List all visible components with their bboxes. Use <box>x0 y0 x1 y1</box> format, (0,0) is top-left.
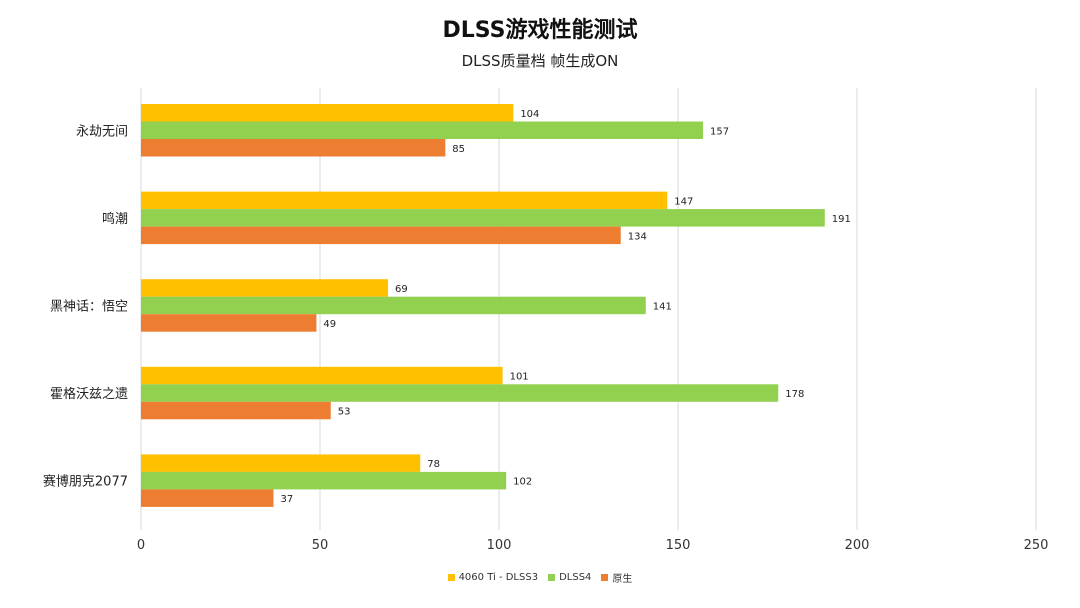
bar <box>141 489 274 507</box>
data-label: 134 <box>628 231 647 242</box>
legend-item-native: 原生 <box>601 570 632 585</box>
legend-label-native: 原生 <box>612 574 633 585</box>
x-tick-label: 50 <box>312 538 329 553</box>
legend-item-dlss3: 4060 Ti - DLSS3 <box>447 570 539 585</box>
x-tick-label: 0 <box>137 538 145 553</box>
data-label: 85 <box>452 144 465 155</box>
data-label: 104 <box>520 109 539 120</box>
data-label: 49 <box>323 319 336 330</box>
legend-label-dlss4: DLSS4 <box>559 572 592 583</box>
bar <box>141 226 621 245</box>
category-label: 永劫无间 <box>76 124 128 139</box>
bar <box>141 209 825 227</box>
bar <box>141 471 507 490</box>
legend-item-dlss4: DLSS4 <box>548 570 591 585</box>
legend-swatch-dlss4 <box>548 574 556 581</box>
bar <box>141 384 779 402</box>
data-label: 69 <box>395 284 408 295</box>
bar <box>141 139 446 157</box>
bar <box>141 191 668 210</box>
bar-chart: 0 50 100 150 200 250 永劫无间 104 157 85 鸣潮 147 191 134 黑神… <box>43 88 1049 553</box>
data-label: 191 <box>832 214 851 225</box>
legend-swatch-dlss3 <box>447 574 455 581</box>
data-label: 78 <box>427 459 440 470</box>
data-label: 141 <box>653 301 672 312</box>
bar <box>141 121 704 139</box>
data-label: 37 <box>280 494 293 505</box>
x-tick-label: 100 <box>487 538 512 553</box>
category-label: 黑神话：悟空 <box>50 299 128 314</box>
bar <box>141 279 389 297</box>
bar <box>141 314 317 332</box>
x-tick-label: 200 <box>845 538 870 553</box>
bar <box>141 104 514 122</box>
data-label: 101 <box>510 372 529 383</box>
data-label: 157 <box>710 126 729 137</box>
x-tick-label: 150 <box>666 538 691 553</box>
data-label: 147 <box>674 196 693 207</box>
legend-swatch-native <box>601 574 609 581</box>
category-label: 鸣潮 <box>102 211 128 227</box>
bar <box>141 366 503 385</box>
x-tick-label: 250 <box>1024 538 1049 553</box>
legend-label-dlss3: 4060 Ti - DLSS3 <box>458 572 539 583</box>
data-label: 178 <box>785 389 804 400</box>
data-label: 53 <box>338 407 351 418</box>
category-label: 赛博朋克2077 <box>43 474 128 490</box>
chart-title: DLSS游戏性能测试 <box>442 18 638 43</box>
bar <box>141 401 331 420</box>
legend: 4060 Ti - DLSS3 DLSS4 原生 <box>0 570 1080 585</box>
bar <box>141 454 421 472</box>
data-label: 102 <box>513 477 532 488</box>
chart-subtitle: DLSS质量档 帧生成ON <box>461 52 619 70</box>
category-label: 霍格沃兹之遗 <box>50 386 128 402</box>
bar <box>141 296 646 315</box>
